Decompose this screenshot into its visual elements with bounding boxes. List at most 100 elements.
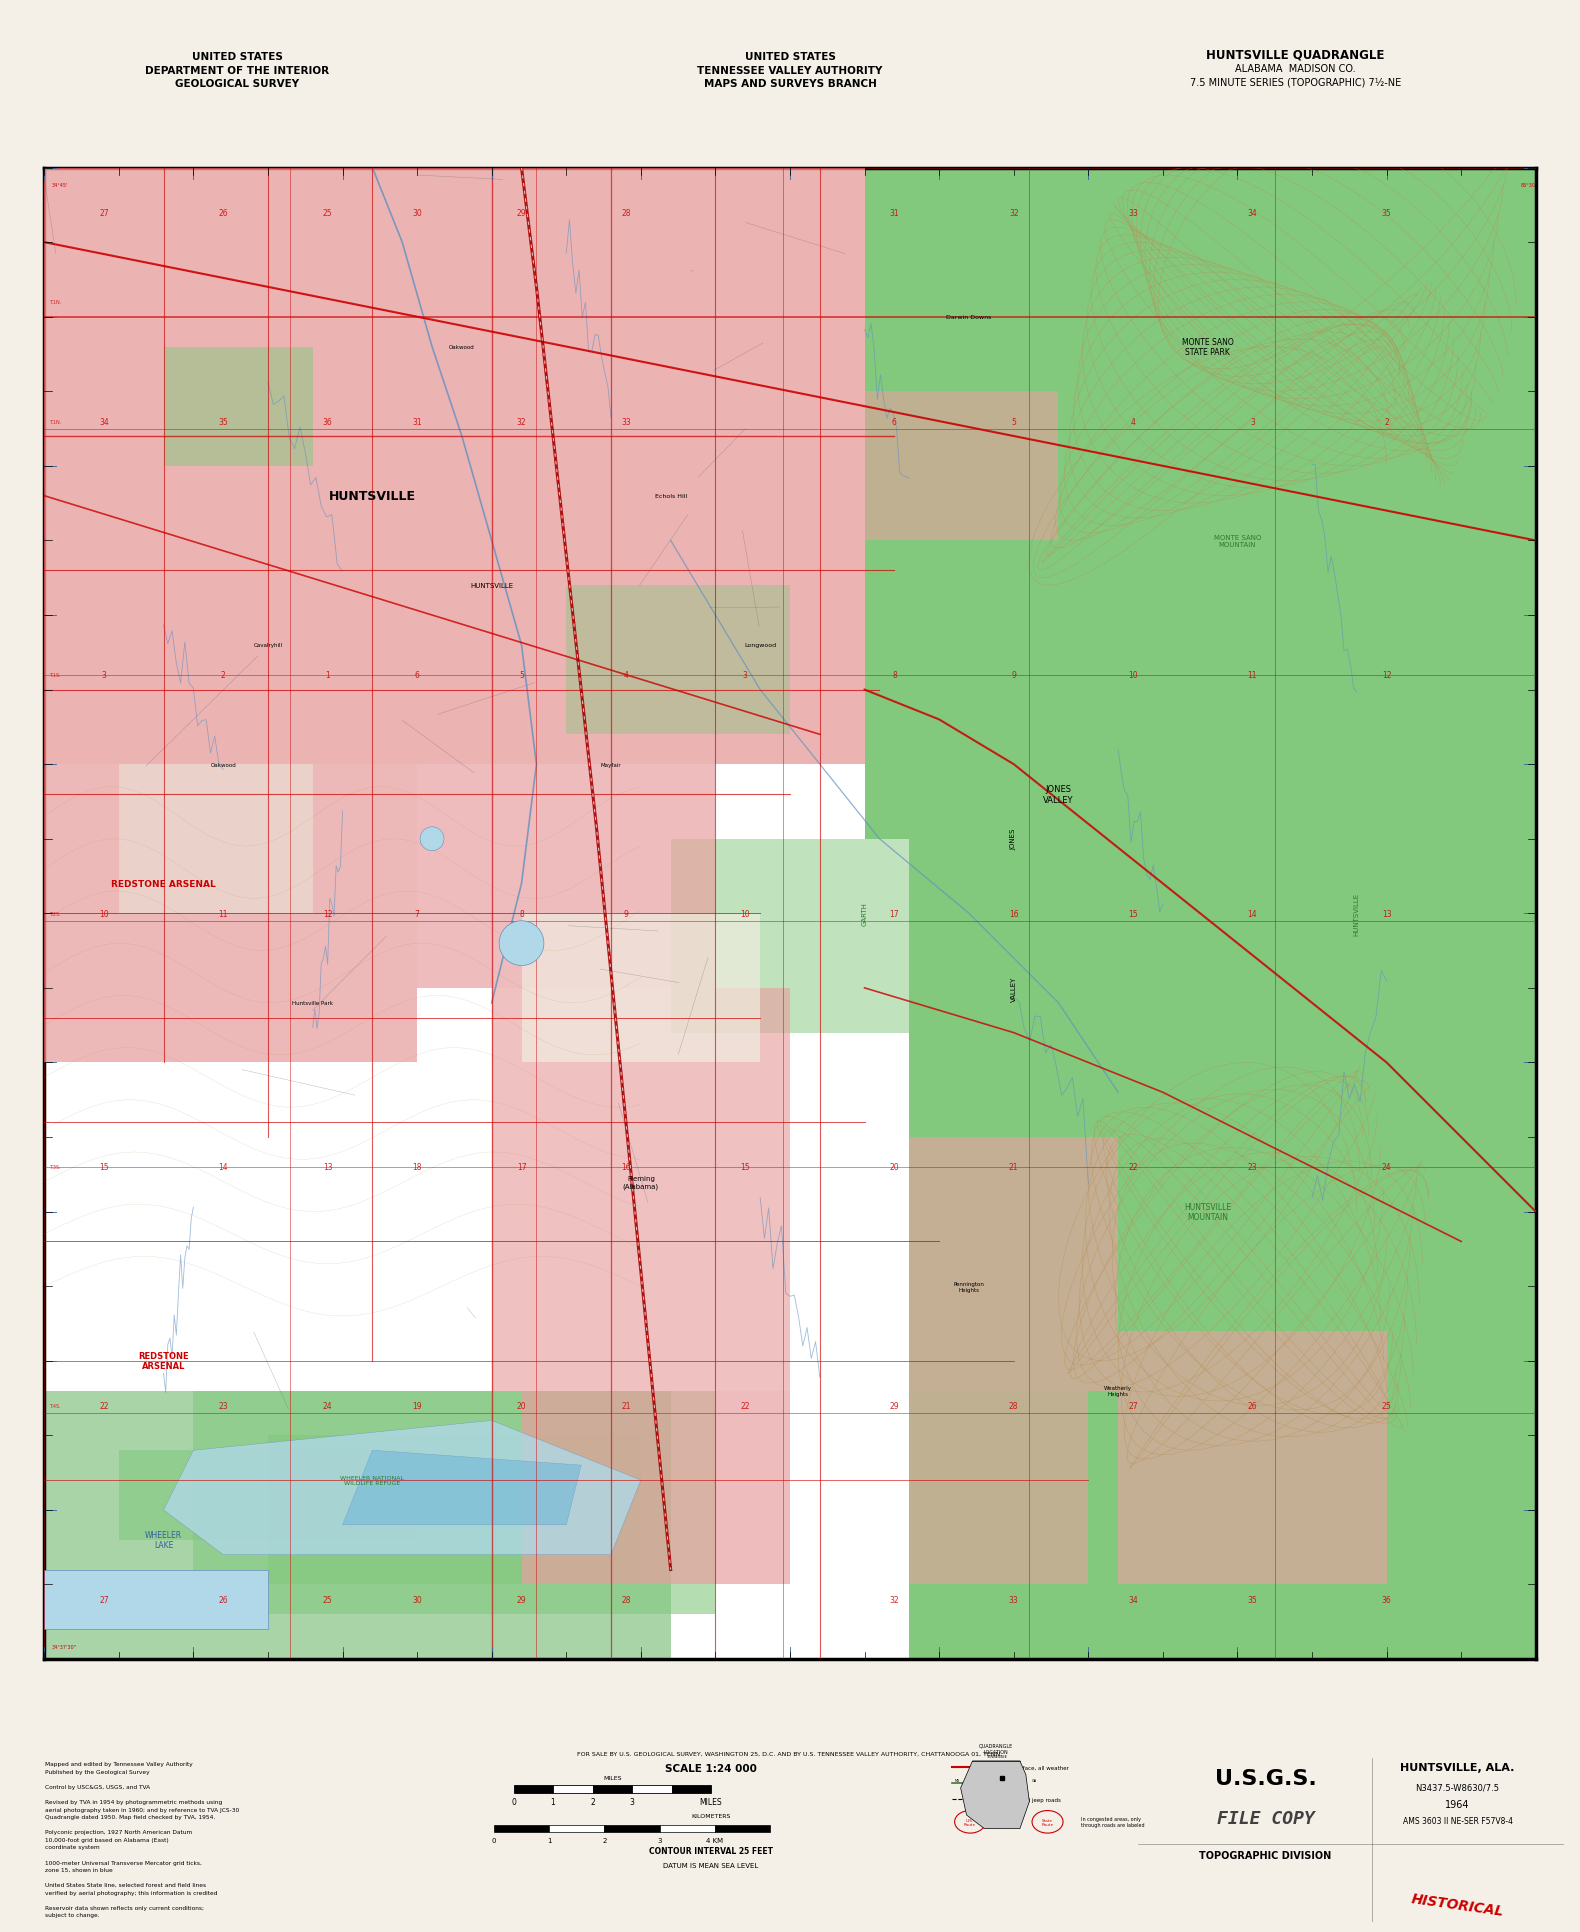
Text: 10,000-foot grid based on Alabama (East): 10,000-foot grid based on Alabama (East): [44, 1837, 169, 1841]
Text: HISTORICAL: HISTORICAL: [1411, 1891, 1504, 1918]
Text: T.1S.: T.1S.: [49, 672, 60, 678]
Text: GEOLOGICAL SURVEY: GEOLOGICAL SURVEY: [175, 79, 299, 89]
Text: Longwood: Longwood: [744, 643, 776, 647]
Text: JONES
VALLEY: JONES VALLEY: [1043, 784, 1074, 804]
Polygon shape: [910, 1391, 1089, 1584]
Text: 15: 15: [1128, 910, 1138, 918]
Text: 8: 8: [893, 670, 897, 680]
Text: 6: 6: [414, 670, 420, 680]
Text: TENNESSEE: TENNESSEE: [986, 1754, 1006, 1758]
Text: 35: 35: [1248, 1596, 1258, 1604]
Text: 7: 7: [414, 910, 420, 918]
Polygon shape: [44, 1571, 269, 1629]
Text: 23: 23: [218, 1401, 228, 1410]
Text: ALABAMA  MADISON CO.: ALABAMA MADISON CO.: [1236, 64, 1356, 73]
Text: 2: 2: [589, 1797, 596, 1806]
Text: 22: 22: [1128, 1163, 1138, 1173]
Text: Oakwood: Oakwood: [449, 344, 474, 350]
Text: U.S.G.S.: U.S.G.S.: [1215, 1768, 1316, 1789]
Text: 5: 5: [1011, 417, 1016, 427]
Text: Revised by TVA in 1954 by photogrammetric methods using: Revised by TVA in 1954 by photogrammetri…: [44, 1799, 223, 1804]
Text: 29: 29: [517, 209, 526, 218]
Text: 9: 9: [624, 910, 629, 918]
Text: 27: 27: [1128, 1401, 1138, 1410]
Text: MAPS AND SURVEYS BRANCH: MAPS AND SURVEYS BRANCH: [703, 79, 877, 89]
Polygon shape: [343, 1451, 581, 1524]
Polygon shape: [118, 1451, 417, 1540]
Text: Hard surface, all weather: Hard surface, all weather: [999, 1764, 1068, 1770]
Text: 4 KM: 4 KM: [706, 1837, 724, 1843]
Text: Light duty: Light duty: [999, 1781, 1027, 1785]
Text: T.1N.: T.1N.: [49, 419, 62, 425]
Text: 7.5 MINUTE SERIES (TOPOGRAPHIC) 7½-NE: 7.5 MINUTE SERIES (TOPOGRAPHIC) 7½-NE: [1190, 77, 1401, 87]
Text: aerial photography taken in 1960; and by reference to TVA JCS-30: aerial photography taken in 1960; and by…: [44, 1806, 239, 1812]
Text: Published by the Geological Survey: Published by the Geological Survey: [44, 1770, 150, 1774]
Text: 28: 28: [621, 209, 630, 218]
Text: 17: 17: [517, 1163, 526, 1173]
Text: 29: 29: [517, 1596, 526, 1604]
Text: Fleming
(Alabama): Fleming (Alabama): [623, 1175, 659, 1188]
Text: Polyconic projection, 1927 North American Datum: Polyconic projection, 1927 North America…: [44, 1830, 193, 1833]
Text: 31: 31: [412, 417, 422, 427]
Circle shape: [499, 922, 544, 966]
Text: 24: 24: [322, 1401, 332, 1410]
Text: 32: 32: [890, 1596, 899, 1604]
Text: T.2S.: T.2S.: [49, 912, 60, 916]
Text: T.3S.: T.3S.: [49, 1165, 60, 1169]
Text: 25: 25: [322, 209, 332, 218]
Text: Quadrangle dated 1950. Map field checked by TVA, 1954.: Quadrangle dated 1950. Map field checked…: [44, 1814, 215, 1820]
Polygon shape: [44, 1391, 670, 1660]
Text: Reservoir data shown reflects only current conditions;: Reservoir data shown reflects only curre…: [44, 1905, 204, 1911]
Text: FILE COPY: FILE COPY: [1217, 1810, 1315, 1828]
Text: 28: 28: [621, 1596, 630, 1604]
Text: TENNESSEE VALLEY AUTHORITY: TENNESSEE VALLEY AUTHORITY: [697, 66, 883, 75]
Text: 13: 13: [1382, 910, 1392, 918]
Text: 29: 29: [890, 1401, 899, 1410]
Text: 27: 27: [100, 1596, 109, 1604]
Text: zone 15, shown in blue: zone 15, shown in blue: [44, 1866, 112, 1872]
Polygon shape: [118, 765, 313, 914]
Polygon shape: [864, 392, 1059, 541]
Text: 23: 23: [1248, 1163, 1258, 1173]
Text: WHEELER
LAKE: WHEELER LAKE: [145, 1530, 182, 1549]
Text: 28: 28: [1010, 1401, 1019, 1410]
Text: 3: 3: [629, 1797, 635, 1806]
Text: 0: 0: [491, 1837, 496, 1843]
Text: Mayfair: Mayfair: [600, 763, 621, 767]
Text: 11: 11: [218, 910, 228, 918]
Text: 19: 19: [412, 1401, 422, 1410]
Bar: [660, 1826, 714, 1832]
Text: 14: 14: [218, 1163, 228, 1173]
Text: 15: 15: [741, 1163, 750, 1173]
Text: 33: 33: [621, 417, 630, 427]
Text: 26: 26: [1248, 1401, 1258, 1410]
Text: Weatherly
Heights: Weatherly Heights: [1104, 1385, 1133, 1397]
Polygon shape: [961, 1762, 1030, 1828]
Text: 33: 33: [1010, 1596, 1019, 1604]
Text: United States State line, selected forest and field lines: United States State line, selected fores…: [44, 1882, 205, 1888]
Text: 1: 1: [325, 670, 330, 680]
Text: 16: 16: [621, 1163, 630, 1173]
Text: 25: 25: [1382, 1401, 1392, 1410]
Polygon shape: [44, 765, 417, 1063]
Text: Cavalryhill: Cavalryhill: [253, 643, 283, 647]
Text: 3: 3: [1250, 417, 1255, 427]
Text: 30: 30: [412, 209, 422, 218]
Text: MS: MS: [954, 1777, 961, 1783]
Text: 1: 1: [547, 1837, 551, 1843]
Polygon shape: [910, 838, 1536, 1660]
Text: 10: 10: [1128, 670, 1138, 680]
Text: REDSTONE ARSENAL: REDSTONE ARSENAL: [111, 879, 216, 889]
Text: REDSTONE
ARSENAL: REDSTONE ARSENAL: [137, 1350, 190, 1372]
Text: DATUM IS MEAN SEA LEVEL: DATUM IS MEAN SEA LEVEL: [664, 1862, 758, 1868]
Bar: [672, 1785, 711, 1793]
Text: 32: 32: [517, 417, 526, 427]
Text: 21: 21: [621, 1401, 630, 1410]
Text: 26: 26: [218, 209, 228, 218]
Text: 10: 10: [741, 910, 750, 918]
Text: 6: 6: [893, 417, 897, 427]
Text: 2: 2: [1384, 417, 1389, 427]
Text: 34°45': 34°45': [52, 184, 68, 187]
Text: HUNTSVILLE
MOUNTAIN: HUNTSVILLE MOUNTAIN: [1183, 1202, 1231, 1221]
Text: SCALE 1:24 000: SCALE 1:24 000: [665, 1762, 757, 1774]
